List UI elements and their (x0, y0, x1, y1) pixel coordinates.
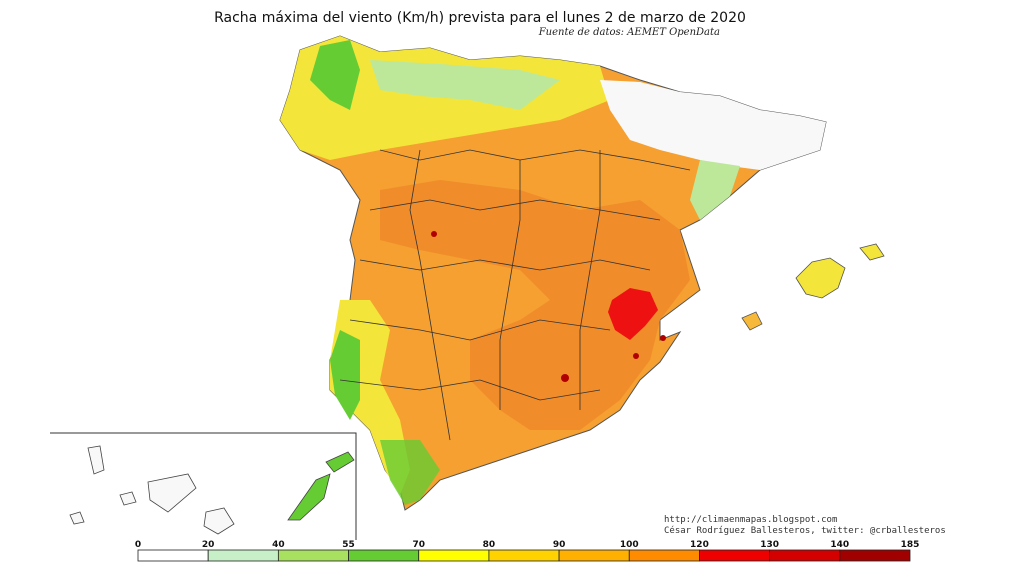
legend-tick-label: 20 (202, 540, 215, 550)
legend-tick-label: 130 (760, 540, 779, 550)
legend-tick-label: 55 (342, 540, 355, 550)
legend-tick-label: 140 (830, 540, 849, 550)
legend-swatch-80-90 (488, 549, 560, 562)
legend-tick-label: 100 (620, 540, 639, 550)
red-spot-3 (660, 335, 666, 341)
legend-tick-label: 90 (553, 540, 566, 550)
legend-swatch-100-120 (628, 549, 700, 562)
region-55-70-galicia (310, 40, 360, 110)
region-0-20-pyrenees (600, 80, 826, 170)
legend-tick-label: 120 (690, 540, 709, 550)
legend-tick-label: 40 (272, 540, 285, 550)
legend-tick-label: 70 (412, 540, 425, 550)
map-title: Racha máxima del viento (Km/h) prevista … (214, 10, 746, 26)
legend-swatch-55-70 (348, 549, 420, 562)
ibiza (741, 311, 763, 331)
legend-swatch-0-20 (137, 549, 209, 562)
legend-tick-label: 185 (901, 540, 920, 550)
legend-swatch-120-130 (699, 549, 771, 562)
region-55-70-portugal-border (330, 330, 360, 420)
red-spot-2 (431, 231, 437, 237)
legend-swatch-20-40 (207, 549, 279, 562)
region-40-55-cantabria (370, 60, 560, 110)
region-120-130-valencia (608, 288, 658, 340)
legend-swatch-140-185 (839, 549, 911, 562)
canary-islands (69, 445, 355, 535)
author-credit: César Rodríguez Ballesteros, twitter: @c… (664, 526, 946, 536)
region-20-40-catalonia (690, 160, 740, 220)
region-borders (339, 149, 691, 441)
region-55-70-andalusia (380, 440, 440, 505)
red-spot-1 (561, 374, 569, 382)
legend-tick-label: 80 (483, 540, 496, 550)
red-spot-4 (633, 353, 639, 359)
data-source: Fuente de datos: AEMET OpenData (538, 27, 720, 38)
canary-inset-frame (50, 432, 357, 540)
legend-tick-label: 0 (135, 540, 141, 550)
credits: http://climaenmapas.blogspot.com César R… (664, 515, 946, 537)
region-90-100 (380, 180, 690, 430)
legend-swatch-130-140 (769, 549, 841, 562)
blog-url[interactable]: http://climaenmapas.blogspot.com (664, 515, 838, 525)
legend-swatch-70-80 (418, 549, 490, 562)
legend-swatch-40-55 (277, 549, 349, 562)
menorca (859, 243, 885, 261)
legend-swatch-90-100 (558, 549, 630, 562)
mallorca (795, 257, 846, 299)
